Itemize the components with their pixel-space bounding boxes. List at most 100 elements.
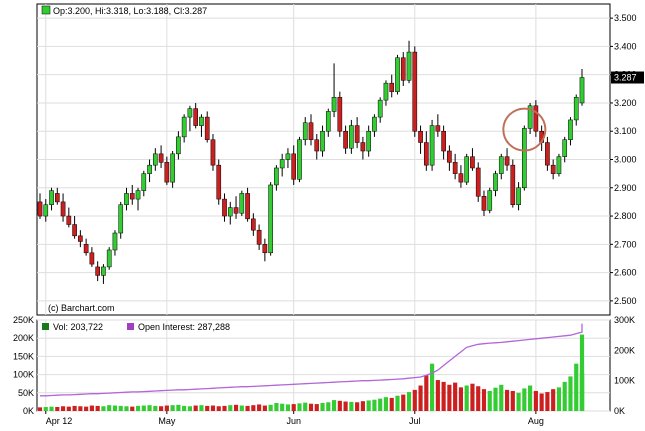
candle-body bbox=[291, 153, 297, 180]
candle bbox=[37, 193, 43, 219]
volume-bar bbox=[170, 405, 175, 411]
volume-bar bbox=[574, 363, 579, 411]
volume-tick-label: 200K bbox=[13, 333, 34, 343]
candle bbox=[481, 190, 487, 217]
volume-tick-label: 100K bbox=[13, 370, 34, 380]
candle-body bbox=[395, 57, 400, 92]
volume-left-axis: 250K 200K 150K 100K 50K 0K bbox=[13, 315, 34, 416]
candle bbox=[527, 102, 533, 135]
candle-body bbox=[325, 111, 331, 132]
volume-bar bbox=[337, 400, 342, 411]
candle-body bbox=[274, 167, 279, 186]
candle-body bbox=[176, 136, 181, 155]
candle bbox=[377, 97, 383, 123]
volume-bar bbox=[430, 363, 435, 411]
candle-body bbox=[320, 130, 325, 152]
volume-bar bbox=[366, 400, 371, 411]
candle bbox=[418, 125, 423, 154]
volume-bar bbox=[239, 405, 244, 411]
volume-bar bbox=[124, 406, 129, 411]
candle-body bbox=[366, 130, 371, 152]
volume-bar bbox=[453, 382, 458, 411]
volume-bar bbox=[470, 383, 475, 411]
volume-bar bbox=[447, 384, 452, 411]
candle-body bbox=[562, 139, 568, 157]
candle bbox=[285, 148, 291, 168]
volume-bar bbox=[135, 405, 141, 411]
candle-body bbox=[487, 190, 493, 211]
price-tick-label: 3.000 bbox=[614, 155, 637, 165]
volume-right-axis: 300K 200K 100K 0K bbox=[614, 315, 635, 416]
candle-body bbox=[147, 164, 152, 174]
volume-bar bbox=[579, 334, 585, 411]
volume-bar bbox=[326, 402, 331, 411]
candle-body bbox=[124, 193, 129, 205]
volume-tick-label: 0K bbox=[23, 406, 34, 416]
candle bbox=[124, 187, 129, 211]
candle-body bbox=[245, 193, 250, 220]
candle bbox=[510, 159, 516, 208]
candle-body bbox=[412, 51, 418, 132]
candle-body bbox=[54, 193, 60, 203]
volume-bar bbox=[280, 403, 285, 411]
candle bbox=[158, 145, 164, 168]
candle bbox=[176, 131, 181, 160]
candle bbox=[216, 159, 222, 205]
candle-body bbox=[118, 204, 124, 234]
candle bbox=[239, 190, 245, 217]
volume-bars bbox=[37, 334, 585, 411]
price-tick-label: 2.600 bbox=[614, 268, 637, 278]
candle bbox=[349, 119, 354, 154]
volume-bar bbox=[435, 380, 440, 411]
candle-body bbox=[556, 156, 562, 174]
open-interest-tick-label: 0K bbox=[614, 406, 625, 416]
candle bbox=[331, 63, 337, 118]
candle bbox=[423, 131, 429, 171]
candle-body bbox=[239, 193, 245, 214]
candle bbox=[354, 117, 360, 149]
candle-body bbox=[568, 119, 573, 140]
volume-bar bbox=[303, 402, 308, 411]
volume-bar bbox=[372, 399, 377, 411]
volume-tick-label: 50K bbox=[18, 388, 34, 398]
candle-body bbox=[360, 142, 366, 152]
volume-bar bbox=[562, 381, 567, 411]
candle bbox=[320, 125, 325, 157]
x-tick-label: Aug bbox=[528, 416, 544, 426]
volume-bar bbox=[510, 390, 515, 411]
candle bbox=[516, 182, 521, 211]
candle-body bbox=[314, 139, 320, 152]
candle bbox=[435, 114, 441, 137]
candle bbox=[308, 114, 314, 146]
volume-bar bbox=[424, 375, 429, 411]
candle bbox=[49, 187, 54, 211]
volume-bar bbox=[285, 404, 291, 411]
candle-body bbox=[268, 184, 273, 254]
candle bbox=[222, 193, 227, 222]
volume-bar bbox=[182, 405, 187, 411]
volume-bar bbox=[101, 406, 106, 411]
candle bbox=[83, 238, 89, 256]
candle-body bbox=[337, 97, 343, 132]
candle-body bbox=[522, 128, 527, 189]
candle-body bbox=[152, 153, 158, 166]
volume-bar bbox=[274, 402, 279, 411]
candle bbox=[291, 145, 297, 185]
candle-body bbox=[95, 266, 100, 276]
candle-body bbox=[210, 139, 216, 166]
x-tick-label: May bbox=[158, 416, 176, 426]
candle-body bbox=[89, 252, 95, 265]
open-interest-tick-label: 300K bbox=[614, 315, 635, 325]
vol-legend-swatch bbox=[42, 323, 49, 330]
candle-body bbox=[372, 116, 377, 132]
candle-body bbox=[423, 142, 429, 166]
candle bbox=[89, 247, 95, 267]
candle-body bbox=[435, 125, 441, 132]
price-tick-label: 3.200 bbox=[614, 98, 637, 108]
candle-body bbox=[458, 173, 464, 183]
volume-bar bbox=[401, 394, 406, 411]
volume-bar bbox=[159, 406, 164, 411]
candle-body bbox=[37, 201, 43, 217]
volume-bar bbox=[95, 405, 100, 411]
candle-body bbox=[285, 153, 291, 160]
